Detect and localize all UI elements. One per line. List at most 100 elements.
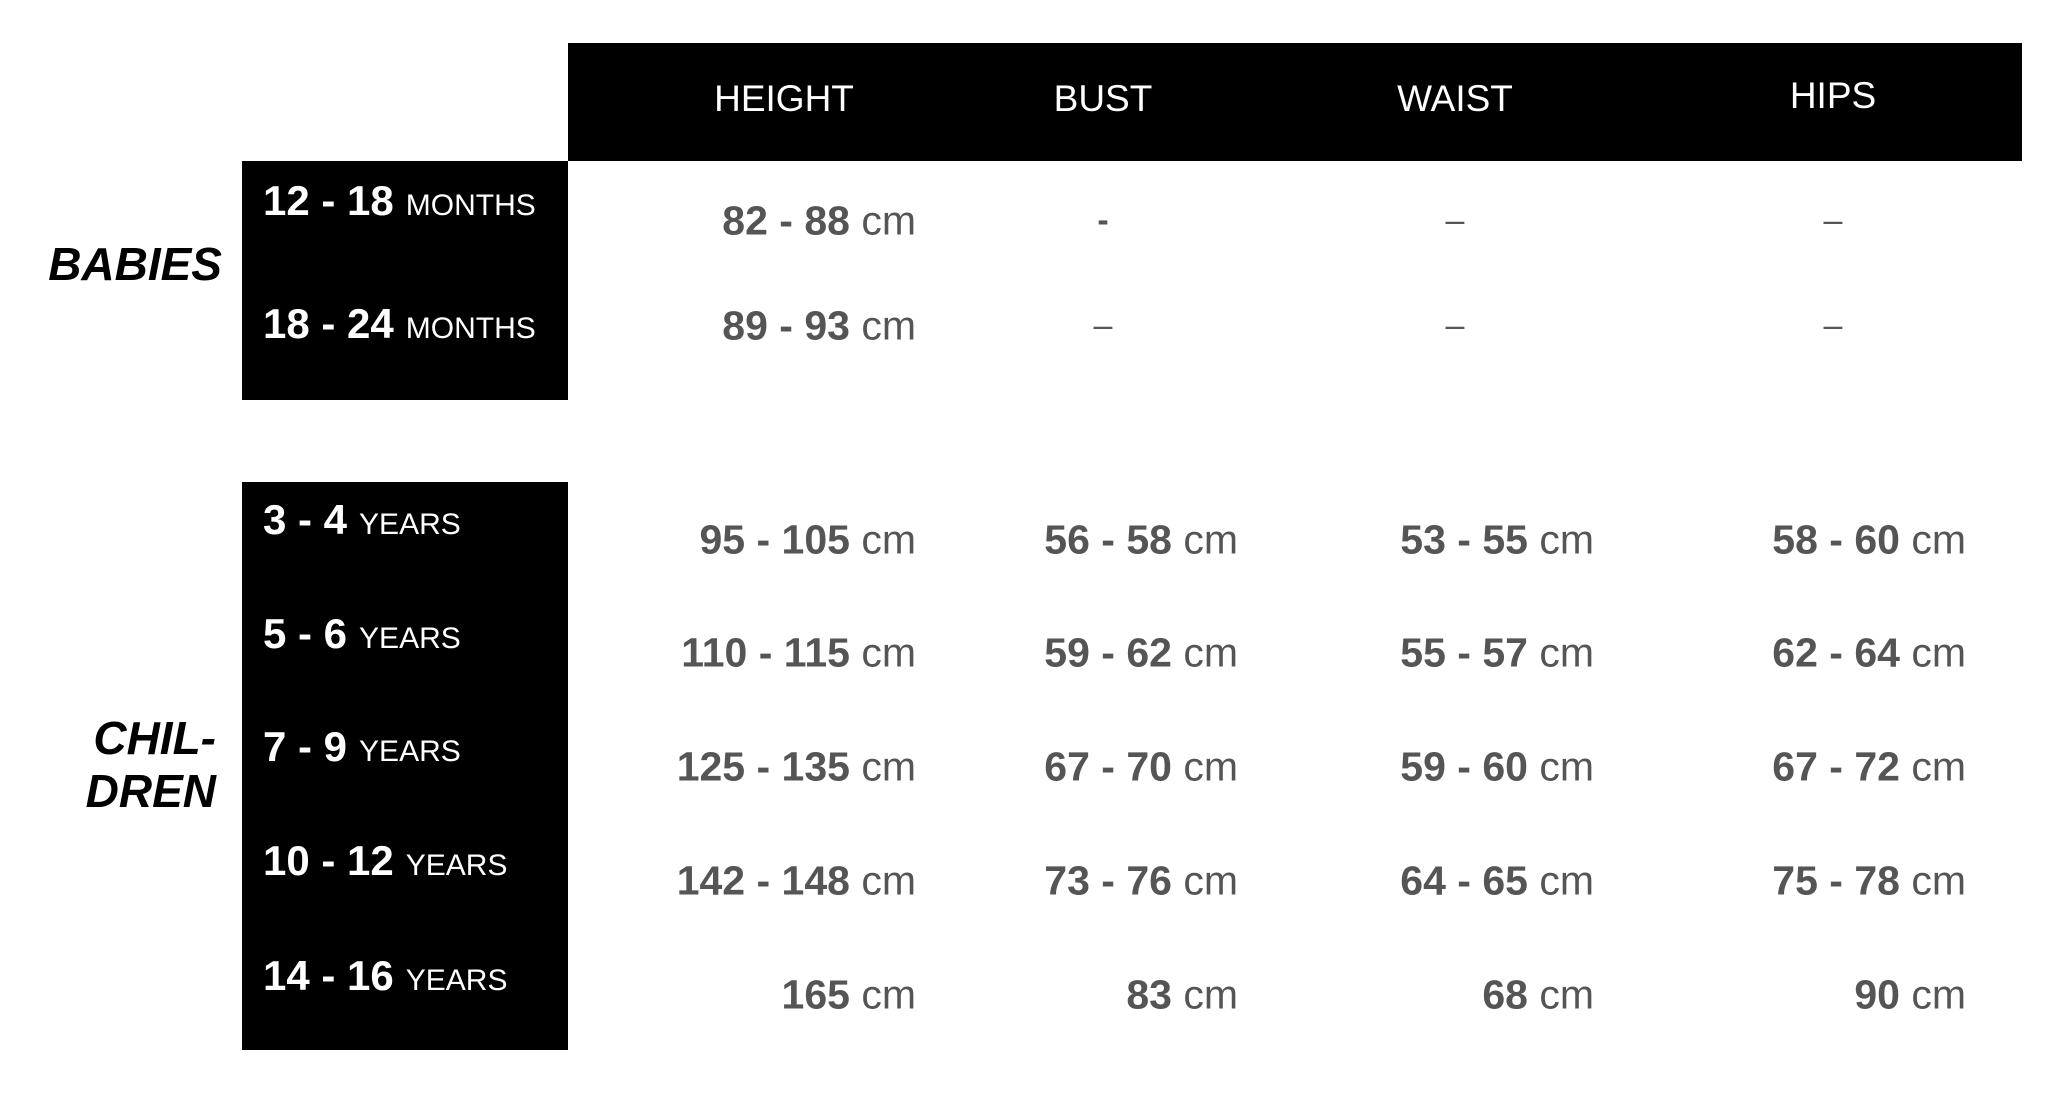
measurement: 67 - 70 bbox=[1044, 743, 1172, 790]
measurement: 64 - 65 bbox=[1400, 857, 1528, 904]
measurement: 62 - 64 bbox=[1772, 629, 1900, 676]
hips-value: 90 cm bbox=[1854, 972, 1966, 1019]
measurement: 82 - 88 bbox=[722, 197, 850, 244]
column-header-hips: HIPS bbox=[1789, 75, 1877, 116]
height-value: 110 - 115 cm bbox=[681, 630, 916, 677]
height-value: 82 - 88 cm bbox=[722, 198, 916, 245]
measurement: 73 - 76 bbox=[1044, 857, 1172, 904]
waist-value: 53 - 55 cm bbox=[1400, 517, 1594, 564]
measurement: 58 - 60 bbox=[1772, 516, 1900, 563]
unit-cm: cm bbox=[861, 857, 916, 904]
bust-value: 59 - 62 cm bbox=[1044, 630, 1238, 677]
waist-value: – bbox=[1445, 306, 1465, 345]
unit-cm: cm bbox=[1911, 857, 1966, 904]
measurement: 59 - 60 bbox=[1400, 743, 1528, 790]
unit-cm: cm bbox=[1539, 629, 1594, 676]
bust-value: 67 - 70 cm bbox=[1044, 744, 1238, 791]
age-label: 7 - 9 YEARS bbox=[263, 723, 461, 771]
hips-value: 62 - 64 cm bbox=[1772, 630, 1966, 677]
waist-value: 59 - 60 cm bbox=[1400, 744, 1594, 791]
unit-cm: cm bbox=[1911, 743, 1966, 790]
measurement: 90 bbox=[1854, 971, 1900, 1018]
age-range: 18 - 24 bbox=[263, 300, 394, 347]
measurement: 83 bbox=[1126, 971, 1172, 1018]
measurement: 67 - 72 bbox=[1772, 743, 1900, 790]
waist-value: 64 - 65 cm bbox=[1400, 858, 1594, 905]
unit-cm: cm bbox=[1183, 743, 1238, 790]
height-value: 165 cm bbox=[782, 972, 916, 1019]
age-unit: YEARS bbox=[405, 964, 508, 997]
height-value: 89 - 93 cm bbox=[722, 303, 916, 350]
measurement: 89 - 93 bbox=[722, 302, 850, 349]
age-label: 5 - 6 YEARS bbox=[263, 610, 461, 658]
unit-cm: cm bbox=[861, 302, 916, 349]
measurement: 56 - 58 bbox=[1044, 516, 1172, 563]
measurement: 110 - 115 bbox=[681, 629, 850, 676]
unit-cm: cm bbox=[1911, 971, 1966, 1018]
bust-value: – bbox=[1093, 306, 1113, 345]
measurement: 142 - 148 bbox=[676, 857, 850, 904]
age-range: 12 - 18 bbox=[263, 177, 394, 224]
age-label: 3 - 4 YEARS bbox=[263, 496, 461, 544]
age-unit: YEARS bbox=[359, 622, 461, 655]
category-children: CHIL- DREN bbox=[20, 712, 216, 818]
waist-value: – bbox=[1445, 201, 1465, 240]
height-value: 95 - 105 cm bbox=[699, 517, 916, 564]
category-babies: BABIES bbox=[48, 238, 222, 290]
hips-value: 58 - 60 cm bbox=[1772, 517, 1966, 564]
column-header-bust: BUST bbox=[1053, 78, 1153, 119]
header-bar bbox=[568, 43, 2022, 161]
bust-value: 56 - 58 cm bbox=[1044, 517, 1238, 564]
column-header-waist: WAIST bbox=[1397, 78, 1513, 119]
unit-cm: cm bbox=[861, 516, 916, 563]
unit-cm: cm bbox=[861, 971, 916, 1018]
age-label: 18 - 24 MONTHS bbox=[263, 300, 536, 348]
age-label: 10 - 12 YEARS bbox=[263, 837, 507, 885]
children-age-block bbox=[242, 482, 568, 1050]
age-label: 12 - 18 MONTHS bbox=[263, 177, 536, 225]
age-unit: YEARS bbox=[359, 508, 461, 541]
age-unit: MONTHS bbox=[405, 189, 536, 222]
age-unit: MONTHS bbox=[405, 312, 536, 345]
measurement: 55 - 57 bbox=[1400, 629, 1528, 676]
height-value: 125 - 135 cm bbox=[677, 744, 916, 791]
bust-value: - bbox=[1097, 201, 1109, 240]
measurement: 75 - 78 bbox=[1772, 857, 1900, 904]
unit-cm: cm bbox=[1539, 857, 1594, 904]
category-children-line1: CHIL- bbox=[93, 712, 216, 764]
measurement: 59 - 62 bbox=[1044, 629, 1172, 676]
measurement: 95 - 105 bbox=[699, 516, 850, 563]
category-children-line2: DREN bbox=[85, 765, 216, 817]
unit-cm: cm bbox=[1539, 516, 1594, 563]
unit-cm: cm bbox=[1183, 516, 1238, 563]
babies-age-block bbox=[242, 161, 568, 400]
unit-cm: cm bbox=[1183, 857, 1238, 904]
hips-value: 67 - 72 cm bbox=[1772, 744, 1966, 791]
waist-value: 55 - 57 cm bbox=[1400, 630, 1594, 677]
age-unit: YEARS bbox=[405, 849, 508, 882]
age-unit: YEARS bbox=[359, 735, 461, 768]
age-range: 7 - 9 bbox=[263, 723, 348, 770]
measurement: 125 - 135 bbox=[676, 743, 850, 790]
hips-value: 75 - 78 cm bbox=[1772, 858, 1966, 905]
column-header-height: HEIGHT bbox=[714, 78, 854, 119]
hips-value: – bbox=[1823, 201, 1843, 240]
age-label: 14 - 16 YEARS bbox=[263, 952, 507, 1000]
measurement: 165 bbox=[781, 971, 850, 1018]
age-range: 14 - 16 bbox=[263, 952, 394, 999]
height-value: 142 - 148 cm bbox=[677, 858, 916, 905]
unit-cm: cm bbox=[861, 743, 916, 790]
unit-cm: cm bbox=[1539, 743, 1594, 790]
age-range: 10 - 12 bbox=[263, 837, 394, 884]
unit-cm: cm bbox=[1183, 971, 1238, 1018]
age-range: 3 - 4 bbox=[263, 496, 348, 543]
unit-cm: cm bbox=[861, 197, 916, 244]
age-range: 5 - 6 bbox=[263, 610, 348, 657]
waist-value: 68 cm bbox=[1482, 972, 1594, 1019]
unit-cm: cm bbox=[1183, 629, 1238, 676]
measurement: 68 bbox=[1482, 971, 1528, 1018]
unit-cm: cm bbox=[1911, 516, 1966, 563]
bust-value: 73 - 76 cm bbox=[1044, 858, 1238, 905]
measurement: 53 - 55 bbox=[1400, 516, 1528, 563]
unit-cm: cm bbox=[861, 629, 916, 676]
